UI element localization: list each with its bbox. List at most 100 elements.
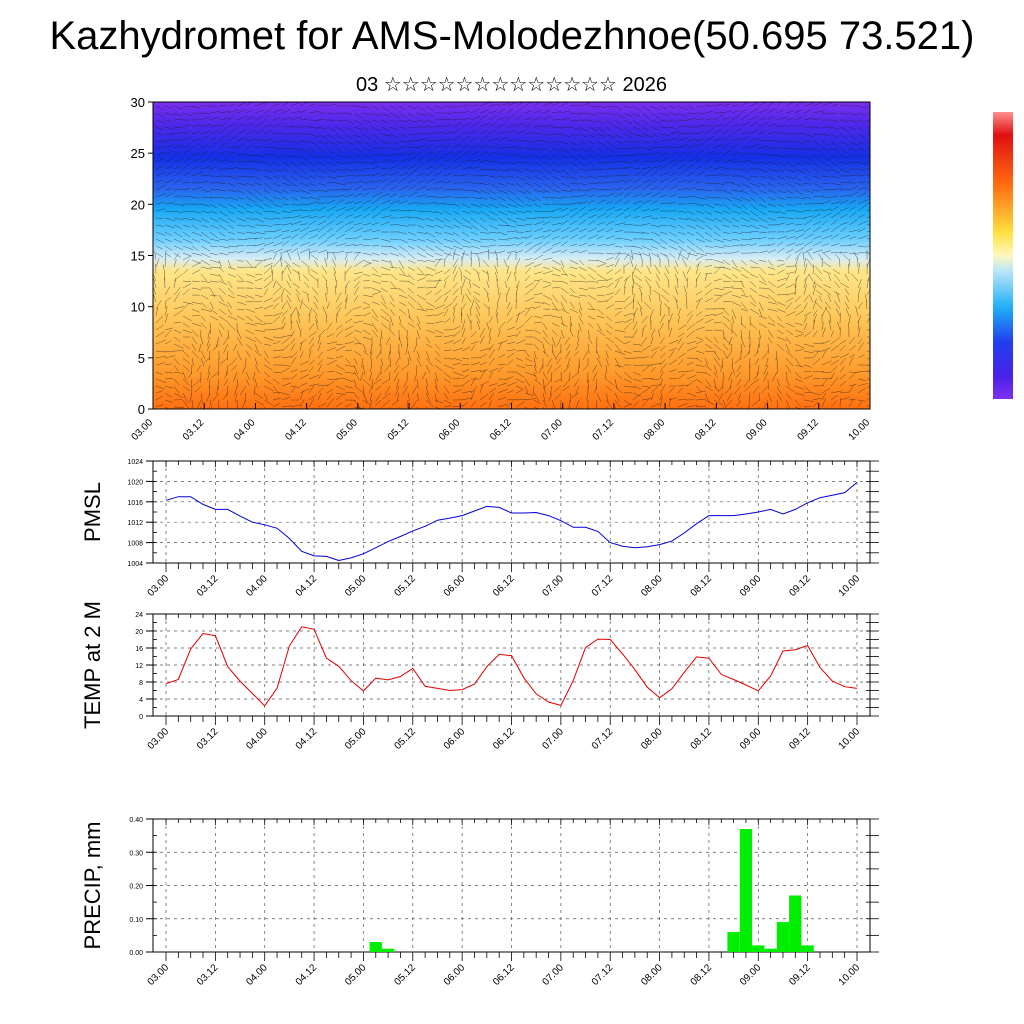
- wind-vector: [776, 294, 788, 296]
- wind-vector: [344, 298, 348, 310]
- wind-vector: [704, 336, 713, 343]
- wind-vector: [641, 292, 643, 303]
- wind-vector: [344, 357, 351, 364]
- wind-vector: [596, 175, 608, 178]
- wind-vector: [191, 172, 202, 177]
- wind-vector: [396, 392, 400, 402]
- wind-vector: [731, 287, 742, 289]
- wind-vector: [595, 399, 598, 408]
- wind-vector: [758, 203, 767, 208]
- wind-vector: [443, 340, 454, 345]
- wind-vector: [658, 329, 661, 338]
- wind-vector: [173, 126, 182, 128]
- wind-vector: [272, 312, 283, 317]
- wind-vector: [362, 245, 371, 247]
- wind-vector: [272, 378, 280, 385]
- wind-vector: [812, 330, 818, 338]
- section-hot-spots: [153, 102, 870, 409]
- wind-vector: [686, 231, 695, 236]
- wind-vector: [272, 210, 281, 215]
- wind-vector: [488, 103, 500, 107]
- wind-vector: [200, 245, 210, 252]
- wind-vector: [677, 238, 685, 244]
- wind-vector: [758, 102, 766, 107]
- wind-vector: [371, 273, 382, 277]
- wind-vector: [641, 324, 647, 331]
- wind-vector: [506, 161, 516, 165]
- wind-vector: [506, 102, 517, 107]
- wind-vector: [650, 346, 660, 352]
- wind-vector: [785, 378, 790, 386]
- wind-vector: [776, 175, 786, 180]
- wind-vector: [623, 385, 635, 388]
- wind-vector: [182, 288, 191, 296]
- wind-vector: [806, 250, 814, 261]
- wind-vector: [812, 182, 823, 189]
- wind-vector: [803, 257, 806, 268]
- wind-vector: [425, 385, 429, 396]
- wind-vector: [461, 346, 471, 352]
- wind-vector: [524, 378, 531, 387]
- wind-vector: [245, 371, 250, 380]
- wind-vector: [704, 297, 713, 303]
- wind-vector: [425, 126, 434, 128]
- wind-vector: [461, 173, 469, 177]
- wind-vector: [668, 171, 677, 177]
- wind-vector: [713, 224, 721, 231]
- x-tick-label: 04.12: [294, 726, 320, 752]
- wind-vector: [704, 224, 713, 230]
- y-tick-label: 0: [138, 402, 145, 417]
- wind-vector: [794, 132, 805, 135]
- wind-vector: [551, 250, 562, 254]
- wind-vector: [312, 309, 319, 317]
- wind-vector: [452, 203, 461, 207]
- wind-vector: [281, 236, 292, 240]
- wind-vector: [623, 126, 633, 135]
- wind-vector: [407, 273, 415, 281]
- wind-vector: [380, 315, 391, 323]
- wind-vector: [569, 243, 578, 247]
- wind-vector: [416, 245, 426, 252]
- wind-vector: [425, 301, 436, 308]
- wind-vector: [578, 219, 587, 226]
- wind-vector: [614, 174, 626, 177]
- wind-vector: [641, 344, 652, 352]
- wind-vector: [335, 285, 337, 296]
- wind-vector: [722, 110, 732, 114]
- wind-vector: [263, 241, 275, 247]
- wind-vector: [245, 231, 256, 234]
- wind-vector: [416, 172, 426, 177]
- wind-vector: [344, 207, 356, 212]
- x-tick-label: 07.00: [541, 573, 567, 599]
- wind-vector: [758, 189, 767, 194]
- wind-vector: [857, 354, 865, 359]
- wind-vector: [443, 302, 453, 310]
- wind-vector: [470, 108, 481, 114]
- wind-vector: [191, 105, 201, 109]
- wind-vector: [452, 389, 462, 394]
- wind-vector: [641, 398, 649, 408]
- wind-vector: [731, 244, 743, 247]
- wind-vector: [839, 344, 846, 352]
- wind-vector: [452, 265, 457, 275]
- wind-vector: [317, 225, 327, 233]
- wind-vector: [605, 206, 616, 212]
- wind-vector: [515, 378, 524, 383]
- wind-vector: [461, 135, 471, 142]
- wind-vector: [785, 229, 795, 233]
- wind-vector: [515, 196, 525, 203]
- x-tick-label: 06.00: [442, 726, 468, 752]
- wind-vector: [389, 133, 398, 138]
- wind-vector: [515, 330, 521, 338]
- wind-vector: [587, 161, 595, 166]
- wind-vector: [154, 251, 157, 261]
- wind-vector: [659, 383, 666, 394]
- wind-vector: [848, 384, 857, 387]
- wind-vector: [497, 224, 509, 226]
- wind-vector: [785, 311, 796, 317]
- wind-vector: [731, 273, 739, 279]
- wind-vector: [695, 290, 703, 296]
- wind-vector: [857, 315, 862, 324]
- wind-vector: [263, 224, 273, 228]
- wind-vector: [504, 280, 508, 289]
